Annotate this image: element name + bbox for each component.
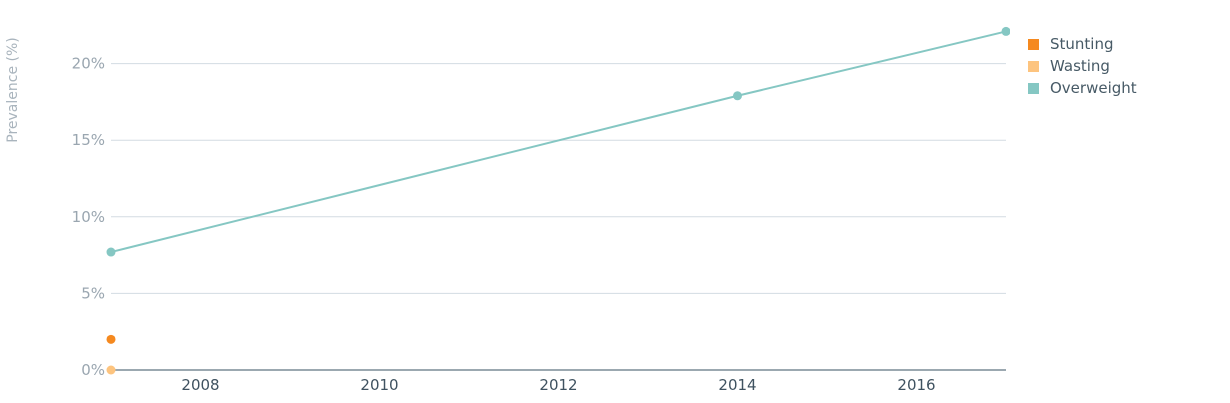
gridlines	[111, 63, 1006, 371]
series-points	[106, 26, 1011, 375]
x-tick-label: 2014	[718, 376, 756, 394]
legend-label-wasting: Wasting	[1050, 57, 1110, 75]
legend-swatch-overweight	[1028, 82, 1039, 94]
x-tick-label: 2008	[181, 376, 219, 394]
data-point-overweight[interactable]	[1001, 26, 1011, 36]
legend-item-wasting[interactable]: Wasting	[1028, 55, 1137, 77]
x-tick-labels: 2008 2010 2012 2014 2016	[181, 376, 935, 394]
y-tick-label: 15%	[72, 131, 105, 149]
data-point-stunting[interactable]	[106, 334, 116, 344]
series-line-overweight	[110, 30, 1007, 254]
legend-item-stunting[interactable]: Stunting	[1028, 33, 1137, 55]
x-tick-label: 2010	[360, 376, 398, 394]
y-tick-label: 5%	[81, 284, 105, 302]
legend-label-overweight: Overweight	[1050, 79, 1137, 97]
x-tick-label: 2012	[539, 376, 577, 394]
data-point-overweight[interactable]	[733, 91, 742, 101]
series-lines	[110, 30, 1007, 254]
legend-item-overweight[interactable]: Overweight	[1028, 77, 1137, 99]
data-point-wasting[interactable]	[106, 365, 116, 375]
line-chart: 0% 5% 10% 15% 20% 2008 2010 2012 2014 2016	[72, 26, 1011, 394]
data-point-overweight[interactable]	[106, 247, 116, 257]
y-tick-label: 0%	[81, 361, 105, 379]
legend-swatch-wasting	[1028, 60, 1039, 72]
legend-label-stunting: Stunting	[1050, 35, 1114, 53]
legend: Stunting Wasting Overweight	[1028, 33, 1137, 99]
y-tick-label: 20%	[72, 55, 105, 73]
y-tick-labels: 0% 5% 10% 15% 20%	[72, 55, 105, 379]
x-tick-label: 2016	[897, 376, 935, 394]
legend-swatch-stunting	[1028, 38, 1039, 50]
y-tick-label: 10%	[72, 208, 105, 226]
